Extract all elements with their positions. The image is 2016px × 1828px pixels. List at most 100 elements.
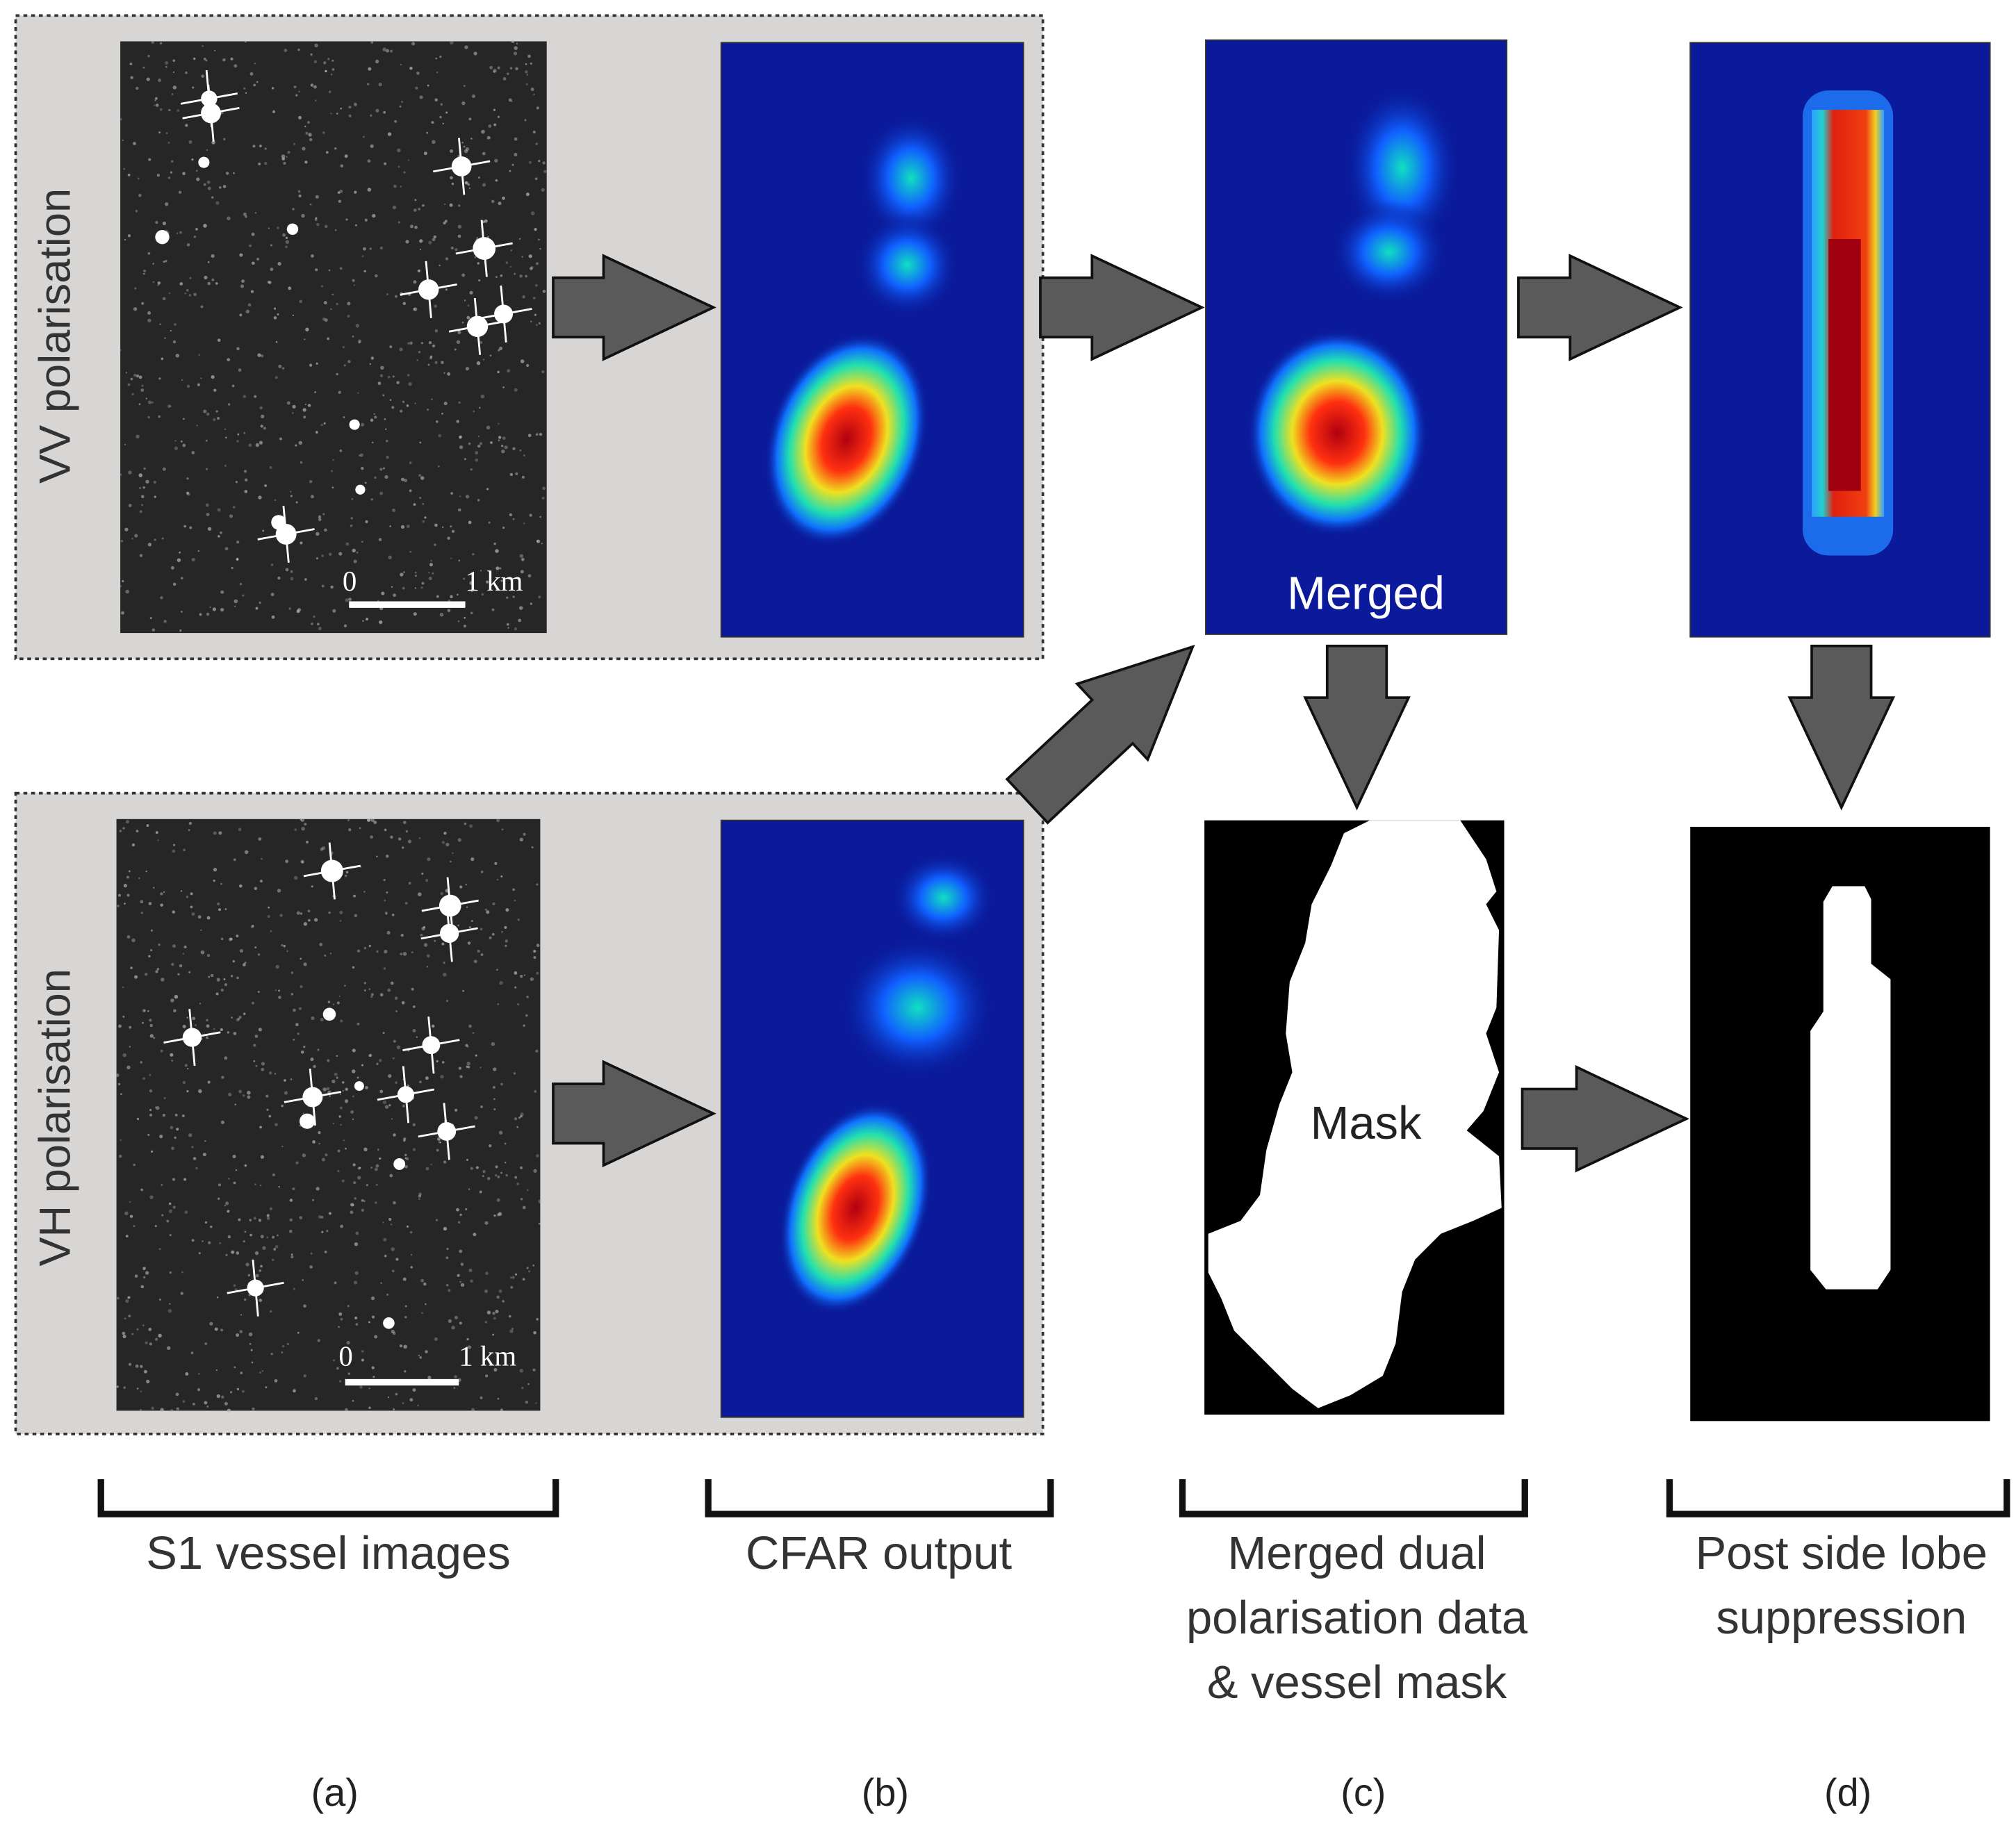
- speckle: [122, 1335, 126, 1339]
- speckle: [505, 939, 508, 943]
- speckle: [514, 388, 518, 392]
- speckle: [177, 232, 179, 234]
- speckle: [135, 1364, 139, 1368]
- speckle: [293, 85, 297, 89]
- speckle: [317, 1339, 320, 1342]
- speckle: [123, 1386, 126, 1390]
- speckle: [519, 274, 523, 278]
- speckle: [340, 1123, 342, 1126]
- speckle: [136, 434, 140, 439]
- speckle: [263, 427, 267, 430]
- speckle: [363, 982, 366, 985]
- speckle: [140, 912, 144, 914]
- caption: Merged dual: [1228, 1527, 1486, 1579]
- speckle: [408, 381, 412, 386]
- speckle: [298, 194, 302, 198]
- speckle: [414, 575, 418, 577]
- speckle: [352, 1163, 356, 1167]
- speckle: [157, 284, 159, 286]
- speckle: [266, 1108, 269, 1111]
- speckle: [243, 1240, 245, 1243]
- speckle: [179, 231, 182, 234]
- speckle: [466, 1158, 468, 1161]
- speckle: [419, 1356, 422, 1359]
- speckle: [205, 59, 208, 62]
- speckle: [370, 1296, 375, 1301]
- speckle: [490, 441, 493, 444]
- speckle: [198, 1252, 201, 1255]
- speckle: [392, 375, 395, 378]
- speckle: [305, 131, 309, 135]
- speckle: [507, 369, 511, 373]
- caption: & vessel mask: [1207, 1656, 1507, 1708]
- vv-label: VV polarisation: [31, 188, 80, 484]
- speckle: [378, 538, 382, 541]
- speckle: [363, 1200, 366, 1202]
- speckle: [539, 516, 541, 518]
- speckle: [443, 402, 448, 406]
- speckle: [186, 492, 190, 496]
- speckle: [179, 964, 183, 968]
- speckle: [205, 1036, 208, 1039]
- speckle: [525, 63, 527, 65]
- speckle: [456, 420, 460, 423]
- scale-end: 1 km: [459, 1340, 516, 1372]
- speckle: [337, 1169, 340, 1173]
- speckle: [233, 1284, 236, 1287]
- speckle: [191, 912, 195, 916]
- speckle: [136, 1117, 140, 1121]
- speckle: [494, 158, 498, 163]
- speckle: [470, 138, 473, 140]
- speckle: [343, 416, 345, 418]
- speckle: [390, 1224, 393, 1226]
- speckle: [509, 472, 514, 477]
- speckle: [434, 939, 436, 942]
- speckle: [391, 913, 395, 916]
- speckle: [384, 475, 388, 479]
- speckle: [520, 1114, 523, 1118]
- speckle: [518, 238, 521, 240]
- speckle: [395, 1081, 398, 1084]
- speckle: [187, 1068, 189, 1070]
- speckle: [461, 321, 464, 324]
- speckle: [261, 414, 265, 418]
- speckle: [149, 1109, 152, 1112]
- speckle: [121, 611, 124, 615]
- speckle: [361, 541, 363, 543]
- speckle: [225, 1253, 228, 1256]
- speckle: [147, 543, 152, 547]
- speckle: [352, 1399, 354, 1402]
- speckle: [352, 1118, 354, 1120]
- speckle: [298, 90, 300, 93]
- speckle: [260, 425, 263, 428]
- speckle: [163, 891, 165, 894]
- speckle: [528, 160, 532, 164]
- speckle: [436, 595, 439, 598]
- speckle: [329, 1095, 331, 1097]
- speckle: [516, 1126, 519, 1128]
- speckle: [272, 1173, 275, 1177]
- speckle: [474, 256, 476, 258]
- speckle: [480, 569, 482, 572]
- speckle: [237, 433, 240, 436]
- speckle: [445, 111, 448, 114]
- speckle: [299, 1216, 303, 1219]
- speckle: [412, 1388, 416, 1392]
- speckle: [236, 976, 239, 980]
- vessel-glint: [445, 905, 453, 962]
- speckle: [373, 413, 375, 415]
- speckle: [317, 1048, 320, 1051]
- speckle: [253, 1217, 256, 1220]
- speckle: [395, 1010, 398, 1012]
- speckle: [141, 302, 145, 305]
- speckle: [486, 1310, 491, 1315]
- speckle: [365, 1086, 368, 1089]
- speckle: [404, 1153, 407, 1157]
- speckle: [278, 364, 282, 368]
- speckle: [196, 425, 198, 427]
- speckle: [354, 102, 357, 106]
- vessel-glint: [205, 69, 213, 128]
- speckle: [477, 499, 480, 502]
- speckle: [238, 368, 242, 372]
- speckle: [507, 627, 509, 629]
